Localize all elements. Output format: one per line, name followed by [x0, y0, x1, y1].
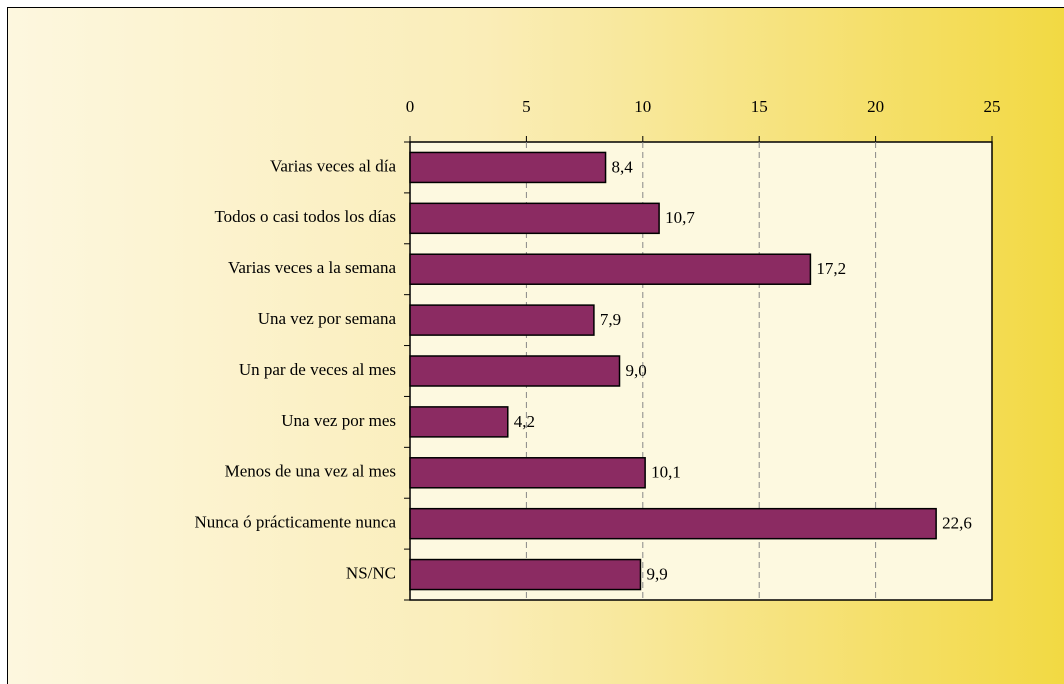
- data-label: 10,1: [651, 463, 681, 482]
- bar: [409, 304, 595, 336]
- data-label: 17,2: [816, 259, 846, 278]
- data-label: 8,4: [612, 157, 634, 176]
- y-tick-label: Un par de veces al mes: [239, 360, 396, 379]
- x-tick-label: 20: [867, 97, 884, 116]
- y-tick-label: NS/NC: [346, 563, 396, 582]
- x-tick-label: 0: [406, 97, 415, 116]
- data-label: 4,2: [514, 412, 535, 431]
- bar: [409, 355, 621, 387]
- data-label: 10,7: [665, 208, 695, 227]
- bar: [409, 406, 509, 438]
- data-label: 9,0: [626, 361, 647, 380]
- x-tick-label: 10: [634, 97, 651, 116]
- data-label: 7,9: [600, 310, 621, 329]
- y-tick-label: Nunca ó prácticamente nunca: [194, 513, 396, 532]
- y-tick-label: Todos o casi todos los días: [214, 207, 396, 226]
- y-tick-label: Varias veces a la semana: [228, 258, 396, 277]
- x-tick-label: 25: [984, 97, 1001, 116]
- y-tick-label: Varias veces al día: [270, 156, 396, 175]
- x-tick-label: 15: [751, 97, 768, 116]
- bar: [409, 151, 607, 184]
- bar: [409, 253, 812, 285]
- bar: [409, 558, 642, 591]
- y-tick-label: Una vez por mes: [281, 411, 396, 430]
- bar: [409, 507, 937, 540]
- y-tick-label: Menos de una vez al mes: [225, 462, 396, 481]
- bar: [409, 202, 660, 235]
- data-label: 9,9: [646, 564, 667, 583]
- y-tick-label: Una vez por semana: [258, 309, 397, 328]
- x-tick-label: 5: [522, 97, 531, 116]
- bar: [409, 457, 646, 489]
- data-label: 22,6: [942, 514, 972, 533]
